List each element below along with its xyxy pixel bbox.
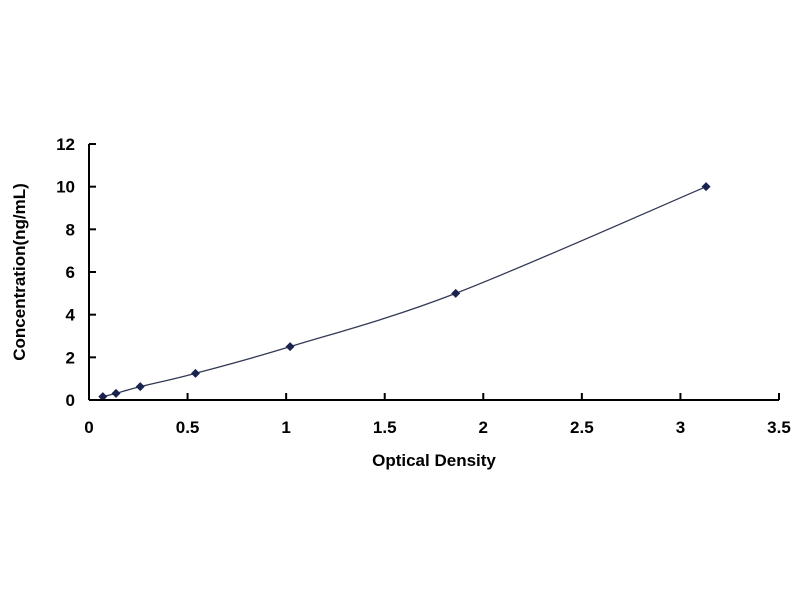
y-tick-label: 6 xyxy=(66,263,75,282)
y-tick-label: 0 xyxy=(66,391,75,410)
y-tick-label: 8 xyxy=(66,220,75,239)
x-tick-label: 1.5 xyxy=(373,418,397,437)
y-tick-label: 4 xyxy=(66,306,76,325)
x-tick-label: 2.5 xyxy=(570,418,594,437)
x-tick-label: 0 xyxy=(84,418,93,437)
fit-curve xyxy=(102,186,707,398)
data-point xyxy=(98,392,108,402)
data-point xyxy=(190,368,200,378)
x-tick-label: 3 xyxy=(676,418,685,437)
y-axis-title: Concentration(ng/mL) xyxy=(10,183,29,361)
y-tick-label: 12 xyxy=(56,135,75,154)
y-tick-label: 2 xyxy=(66,348,75,367)
x-axis-ticks: 0 0.5 1 1.5 2 2.5 3 3.5 xyxy=(84,393,791,437)
y-tick-label: 10 xyxy=(56,178,75,197)
data-point xyxy=(451,288,461,298)
x-axis-title: Optical Density xyxy=(372,451,496,470)
data-point xyxy=(111,388,121,398)
plot-area xyxy=(98,182,711,402)
x-tick-label: 2 xyxy=(479,418,488,437)
x-tick-label: 3.5 xyxy=(767,418,791,437)
data-point xyxy=(285,342,295,352)
x-tick-label: 1 xyxy=(281,418,290,437)
data-point xyxy=(701,182,711,192)
data-point xyxy=(135,382,145,392)
y-axis-ticks: 0 2 4 6 8 10 12 xyxy=(56,135,96,410)
x-tick-label: 0.5 xyxy=(176,418,200,437)
